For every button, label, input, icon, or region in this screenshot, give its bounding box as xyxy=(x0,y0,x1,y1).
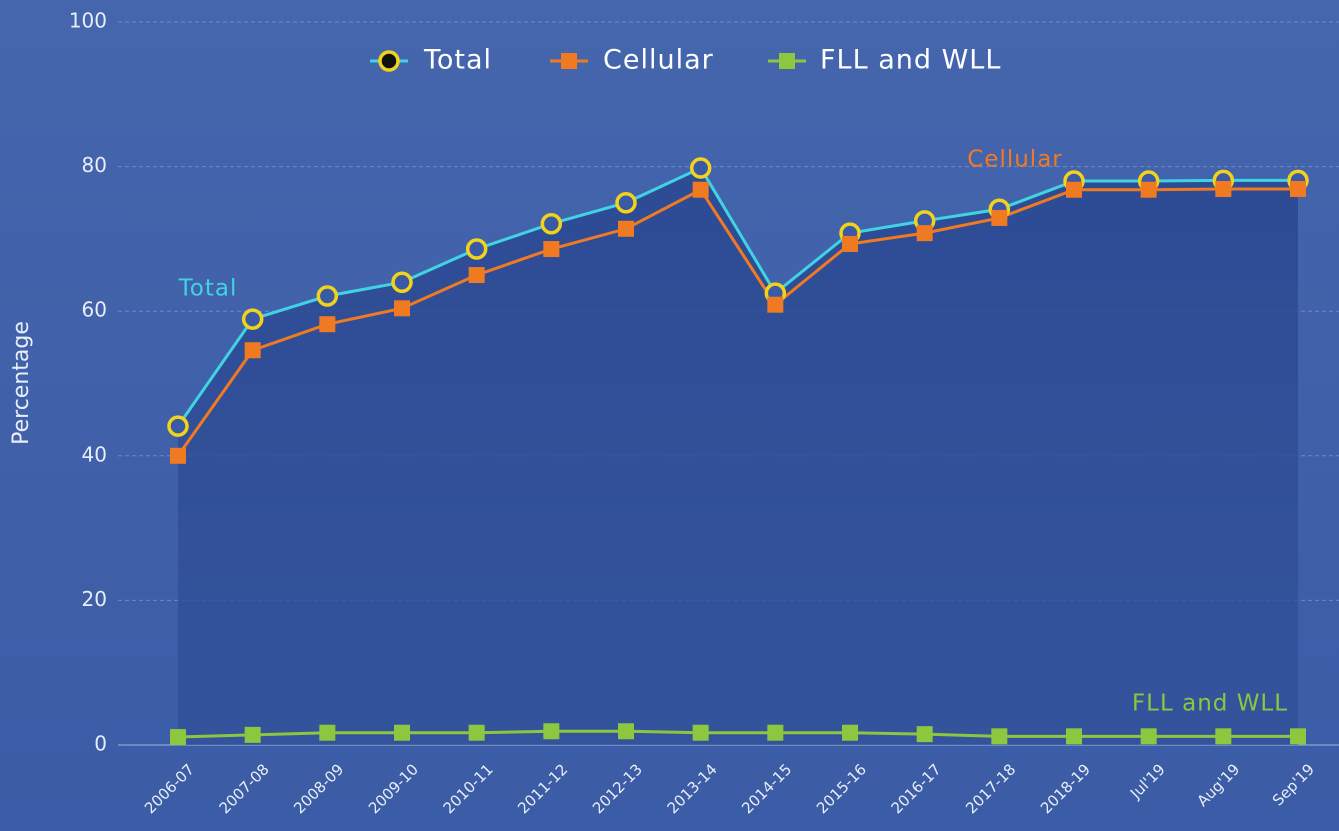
marker xyxy=(543,723,560,740)
marker xyxy=(689,157,712,179)
legend-label: FLL and WLL xyxy=(820,45,1001,76)
marker xyxy=(916,726,933,743)
marker xyxy=(468,724,485,741)
marker xyxy=(991,209,1008,226)
marker xyxy=(618,220,634,237)
marker xyxy=(468,267,485,284)
annotation: FLL and WLL xyxy=(1132,691,1288,717)
marker xyxy=(842,724,858,741)
marker xyxy=(391,271,413,294)
marker xyxy=(1290,181,1306,198)
series-line xyxy=(176,187,1298,457)
marker xyxy=(170,447,186,464)
marker xyxy=(692,724,709,741)
y-tick-label: 100 xyxy=(69,9,107,33)
marker xyxy=(842,235,858,252)
marker xyxy=(692,181,709,198)
y-axis-label: Percentage xyxy=(9,321,34,445)
y-tick-label: 60 xyxy=(82,298,107,322)
marker xyxy=(618,723,634,740)
marker xyxy=(244,342,261,359)
marker xyxy=(244,726,261,743)
y-tick-label: 80 xyxy=(82,153,107,177)
marker xyxy=(615,192,637,214)
series-line xyxy=(177,729,1298,739)
marker xyxy=(767,724,784,741)
y-tick-label: 40 xyxy=(82,442,107,466)
marker xyxy=(1290,728,1306,745)
y-tick-label: 0 xyxy=(94,732,107,756)
marker xyxy=(540,212,563,235)
marker xyxy=(241,308,264,330)
marker xyxy=(1215,728,1232,745)
marker xyxy=(167,415,189,437)
marker xyxy=(465,238,488,260)
legend-marker xyxy=(779,53,795,69)
legend-marker xyxy=(378,50,400,72)
marker xyxy=(319,724,336,741)
marker xyxy=(1140,181,1157,198)
marker xyxy=(991,728,1008,745)
marker xyxy=(767,296,784,313)
marker xyxy=(1140,728,1157,745)
marker xyxy=(316,285,339,307)
marker xyxy=(916,225,933,242)
marker xyxy=(1066,181,1082,198)
annotation: Cellular xyxy=(967,147,1063,173)
area xyxy=(178,168,1298,745)
marker xyxy=(394,300,410,317)
y-tick-label: 20 xyxy=(82,587,107,611)
marker xyxy=(394,724,410,741)
legend-marker xyxy=(561,53,577,69)
annotation: Total xyxy=(178,276,238,302)
marker xyxy=(319,316,336,333)
marker xyxy=(170,729,186,746)
series-line xyxy=(176,166,1298,428)
marker xyxy=(543,241,560,258)
legend-label: Total xyxy=(423,45,492,76)
marker xyxy=(1215,181,1232,198)
marker xyxy=(1066,728,1082,745)
legend-label: Cellular xyxy=(603,45,714,76)
